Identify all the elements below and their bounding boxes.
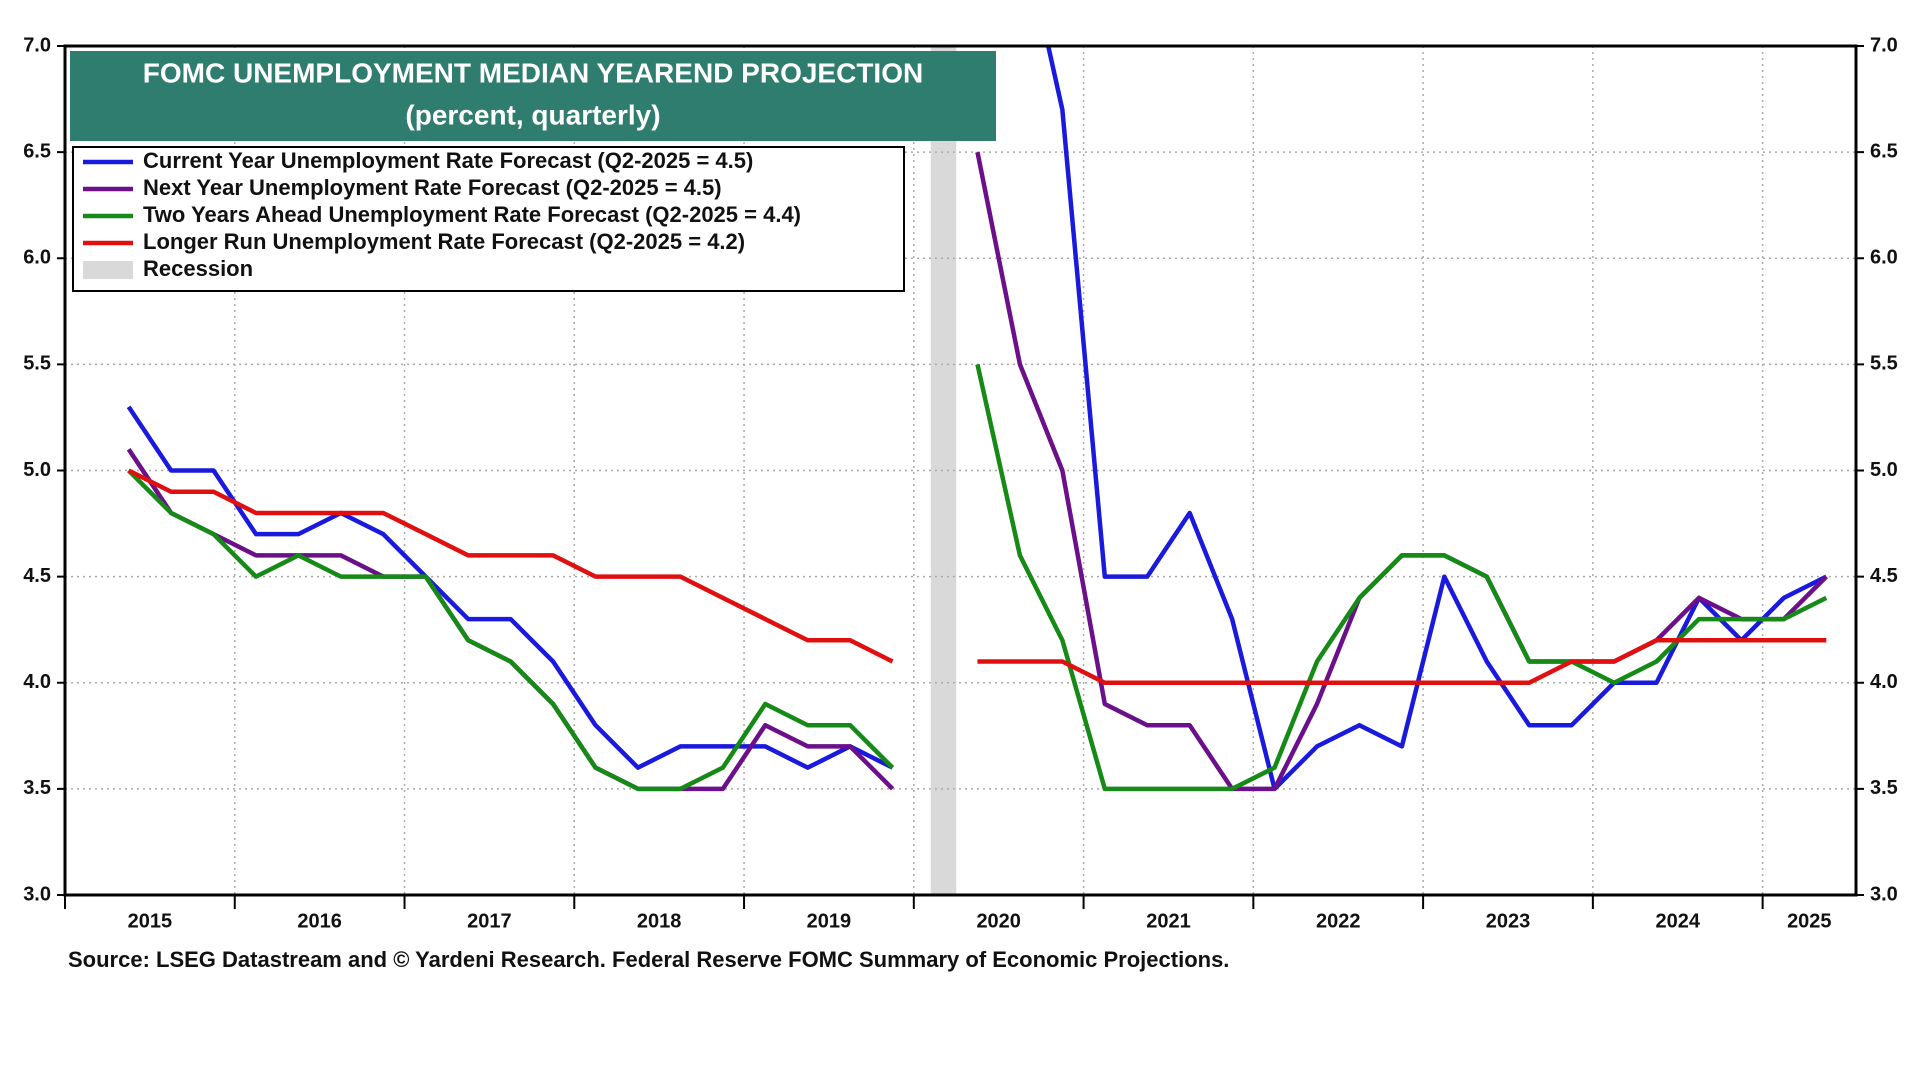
x-tick-label: 2018 — [637, 910, 682, 932]
chart-title: FOMC UNEMPLOYMENT MEDIAN YEAREND PROJECT… — [143, 57, 923, 88]
y2-tick-label: 6.0 — [1870, 247, 1898, 269]
legend-label: Two Years Ahead Unemployment Rate Foreca… — [143, 202, 801, 227]
legend-label: Current Year Unemployment Rate Forecast … — [143, 148, 753, 173]
y2-tick-label: 3.5 — [1870, 777, 1898, 799]
y2-tick-label: 6.5 — [1870, 140, 1898, 162]
y-tick-label: 6.0 — [23, 247, 51, 269]
y2-tick-label: 5.5 — [1870, 353, 1898, 375]
legend: Current Year Unemployment Rate Forecast … — [83, 148, 801, 281]
legend-label: Next Year Unemployment Rate Forecast (Q2… — [143, 175, 722, 200]
source-note: Source: LSEG Datastream and © Yardeni Re… — [68, 947, 1229, 972]
title-box — [70, 51, 996, 141]
x-tick-label: 2025 — [1787, 910, 1832, 932]
y-tick-label: 5.5 — [23, 353, 51, 375]
x-tick-label: 2017 — [467, 910, 512, 932]
legend-label: Recession — [143, 256, 253, 281]
legend-swatch — [83, 261, 133, 279]
y-tick-label: 3.0 — [23, 883, 51, 905]
y2-tick-label: 7.0 — [1870, 34, 1898, 56]
y-tick-label: 7.0 — [23, 34, 51, 56]
y2-tick-label: 5.0 — [1870, 459, 1898, 481]
x-tick-label: 2015 — [128, 910, 173, 932]
y2-tick-label: 4.0 — [1870, 671, 1898, 693]
y2-tick-label: 3.0 — [1870, 883, 1898, 905]
y-tick-label: 4.5 — [23, 565, 51, 587]
x-tick-label: 2024 — [1655, 910, 1700, 932]
recession-band — [930, 46, 957, 895]
y2-tick-label: 4.5 — [1870, 565, 1898, 587]
legend-label: Longer Run Unemployment Rate Forecast (Q… — [143, 229, 745, 254]
x-tick-label: 2019 — [807, 910, 852, 932]
x-tick-label: 2020 — [976, 910, 1021, 932]
y-tick-label: 3.5 — [23, 777, 51, 799]
x-tick-label: 2021 — [1146, 910, 1191, 932]
y-tick-label: 4.0 — [23, 671, 51, 693]
series-line — [127, 468, 1827, 685]
x-tick-label: 2016 — [297, 910, 342, 932]
x-tick-label: 2022 — [1316, 910, 1361, 932]
legend-box — [72, 146, 905, 292]
x-tick-label: 2023 — [1486, 910, 1531, 932]
series-line — [126, 46, 1828, 792]
y-tick-label: 5.0 — [23, 459, 51, 481]
y-tick-label: 6.5 — [23, 140, 51, 162]
series-line — [127, 363, 1828, 792]
chart-subtitle: (percent, quarterly) — [405, 99, 660, 130]
series-group — [126, 46, 1828, 792]
